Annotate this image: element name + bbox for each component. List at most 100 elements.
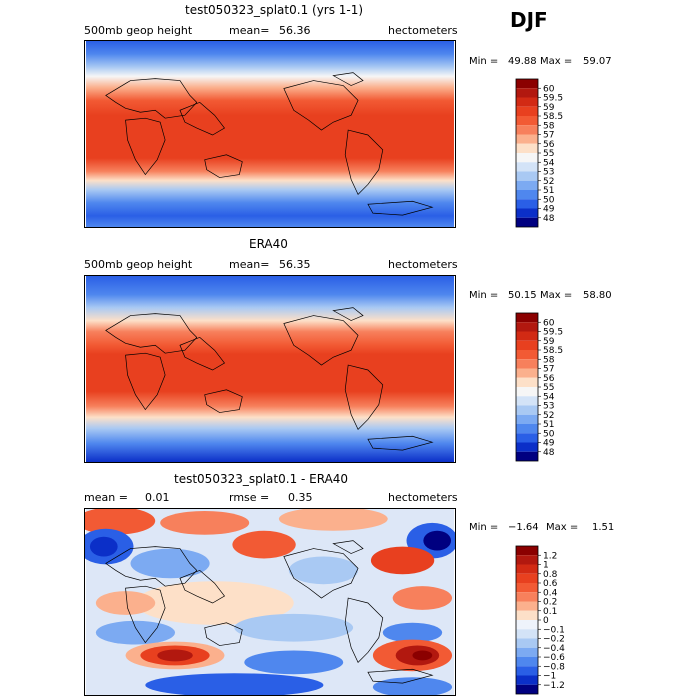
colorbar-swatch bbox=[516, 684, 538, 694]
colorbar-tick-label: 1 bbox=[543, 561, 549, 571]
colorbar-swatch bbox=[516, 629, 538, 639]
panel-1-units: hectometers bbox=[388, 24, 458, 37]
colorbar-swatch bbox=[516, 546, 538, 556]
colorbar-tick-label: 0.6 bbox=[543, 579, 558, 589]
panel-1-map bbox=[84, 40, 456, 228]
colorbar-tick-label: −0.8 bbox=[543, 662, 565, 672]
colorbar-tick-label: −0.4 bbox=[543, 644, 565, 654]
colorbar-swatch bbox=[516, 573, 538, 583]
panel-2-continents bbox=[105, 307, 434, 451]
colorbar-tick-label: 48 bbox=[543, 448, 555, 458]
colorbar-swatch bbox=[516, 405, 538, 415]
colorbar-tick-label: −1.2 bbox=[543, 681, 565, 691]
colorbar-swatch bbox=[516, 340, 538, 350]
panel-1-variable: 500mb geop height bbox=[84, 24, 193, 37]
panel-1-min-label: Min = bbox=[469, 56, 499, 67]
colorbar-swatch bbox=[516, 583, 538, 593]
panel-3-mean-label: mean = bbox=[84, 491, 128, 504]
colorbar-swatch bbox=[516, 171, 538, 181]
colorbar-swatch bbox=[516, 666, 538, 676]
colorbar-tick-label: 55 bbox=[543, 149, 554, 159]
panel-2-min-label: Min = bbox=[469, 290, 499, 301]
panel-3-min-value: −1.64 bbox=[508, 522, 539, 533]
panel-1-max-value: 59.07 bbox=[583, 56, 612, 67]
panel-2-field bbox=[85, 276, 455, 462]
colorbar-swatch bbox=[516, 199, 538, 209]
colorbar-tick-label: 58 bbox=[543, 121, 555, 131]
colorbar-swatch bbox=[516, 592, 538, 602]
panel-2-mean-value: 56.35 bbox=[279, 258, 311, 271]
colorbar-swatch bbox=[516, 675, 538, 685]
colorbar-swatch bbox=[516, 601, 538, 611]
colorbar-swatch bbox=[516, 208, 538, 218]
colorbar-tick-label: 52 bbox=[543, 177, 554, 187]
colorbar-swatch bbox=[516, 620, 538, 630]
colorbar-swatch bbox=[516, 116, 538, 126]
panel-3-title: test050323_splat0.1 - ERA40 bbox=[174, 472, 349, 486]
colorbar-tick-label: 50 bbox=[543, 195, 555, 205]
colorbar-swatch bbox=[516, 88, 538, 98]
panel-2-max-value: 58.80 bbox=[583, 290, 612, 301]
panel-3-rmse-value: 0.35 bbox=[288, 491, 313, 504]
season-label: DJF bbox=[510, 8, 548, 32]
colorbar-tick-label: 60 bbox=[543, 84, 555, 94]
colorbar-tick-label: 52 bbox=[543, 411, 554, 421]
colorbar-tick-label: 0.4 bbox=[543, 588, 558, 598]
colorbar-swatch bbox=[516, 331, 538, 341]
colorbar-tick-label: 0.2 bbox=[543, 598, 557, 608]
colorbar-tick-label: 59 bbox=[543, 337, 555, 347]
panel-3-min-label: Min = bbox=[469, 522, 499, 533]
colorbar-swatch bbox=[516, 451, 538, 461]
colorbar-tick-label: 60 bbox=[543, 318, 555, 328]
colorbar-swatch bbox=[516, 657, 538, 667]
panel-1-mean-value: 56.36 bbox=[279, 24, 311, 37]
colorbar-swatch bbox=[516, 396, 538, 406]
panel-2-max-label: Max = bbox=[540, 290, 573, 301]
colorbar-tick-label: 50 bbox=[543, 429, 555, 439]
panel-2-mean-label: mean= bbox=[229, 258, 270, 271]
colorbar-swatch bbox=[516, 442, 538, 452]
colorbar-tick-label: 48 bbox=[543, 214, 555, 224]
colorbar-swatch bbox=[516, 647, 538, 657]
panel-1-continents bbox=[105, 72, 434, 216]
panel-3-anomalies bbox=[85, 509, 455, 695]
colorbar-swatch bbox=[516, 313, 538, 323]
colorbar-swatch bbox=[516, 368, 538, 378]
colorbar-tick-label: −0.2 bbox=[543, 635, 565, 645]
colorbar-tick-label: 59.5 bbox=[543, 328, 563, 338]
colorbar-tick-label: 56 bbox=[543, 374, 555, 384]
colorbar-swatch bbox=[516, 414, 538, 424]
colorbar-tick-label: −1 bbox=[543, 672, 556, 682]
colorbar-swatch bbox=[516, 564, 538, 574]
colorbar-swatch bbox=[516, 79, 538, 89]
colorbar-tick-label: 53 bbox=[543, 402, 554, 412]
colorbar-swatch bbox=[516, 153, 538, 163]
colorbar-swatch bbox=[516, 638, 538, 648]
colorbar-tick-label: −0.6 bbox=[543, 653, 565, 663]
panel-3-map bbox=[84, 508, 456, 696]
panel-2-variable: 500mb geop height bbox=[84, 258, 193, 271]
panel-1-mean-label: mean= bbox=[229, 24, 270, 37]
colorbar-swatch bbox=[516, 387, 538, 397]
colorbar-tick-label: 57 bbox=[543, 365, 554, 375]
colorbar-swatch bbox=[516, 97, 538, 107]
colorbar-tick-label: −0.1 bbox=[543, 625, 565, 635]
colorbar-tick-label: 0.1 bbox=[543, 607, 557, 617]
panel-1-min-value: 49.88 bbox=[508, 56, 537, 67]
colorbar-tick-label: 59.5 bbox=[543, 94, 563, 104]
panel-1-title: test050323_splat0.1 (yrs 1-1) bbox=[185, 3, 364, 17]
colorbar-swatch bbox=[516, 162, 538, 172]
panel-2-title: ERA40 bbox=[249, 237, 288, 251]
colorbar-tick-label: 57 bbox=[543, 131, 554, 141]
colorbar-swatch bbox=[516, 555, 538, 565]
colorbar-tick-label: 56 bbox=[543, 140, 555, 150]
colorbar-tick-label: 54 bbox=[543, 158, 555, 168]
colorbar-swatch bbox=[516, 433, 538, 443]
colorbar-swatch bbox=[516, 190, 538, 200]
colorbar-swatch bbox=[516, 106, 538, 116]
colorbar-tick-label: 54 bbox=[543, 392, 555, 402]
colorbar-swatch bbox=[516, 180, 538, 190]
colorbar-tick-label: 51 bbox=[543, 420, 554, 430]
